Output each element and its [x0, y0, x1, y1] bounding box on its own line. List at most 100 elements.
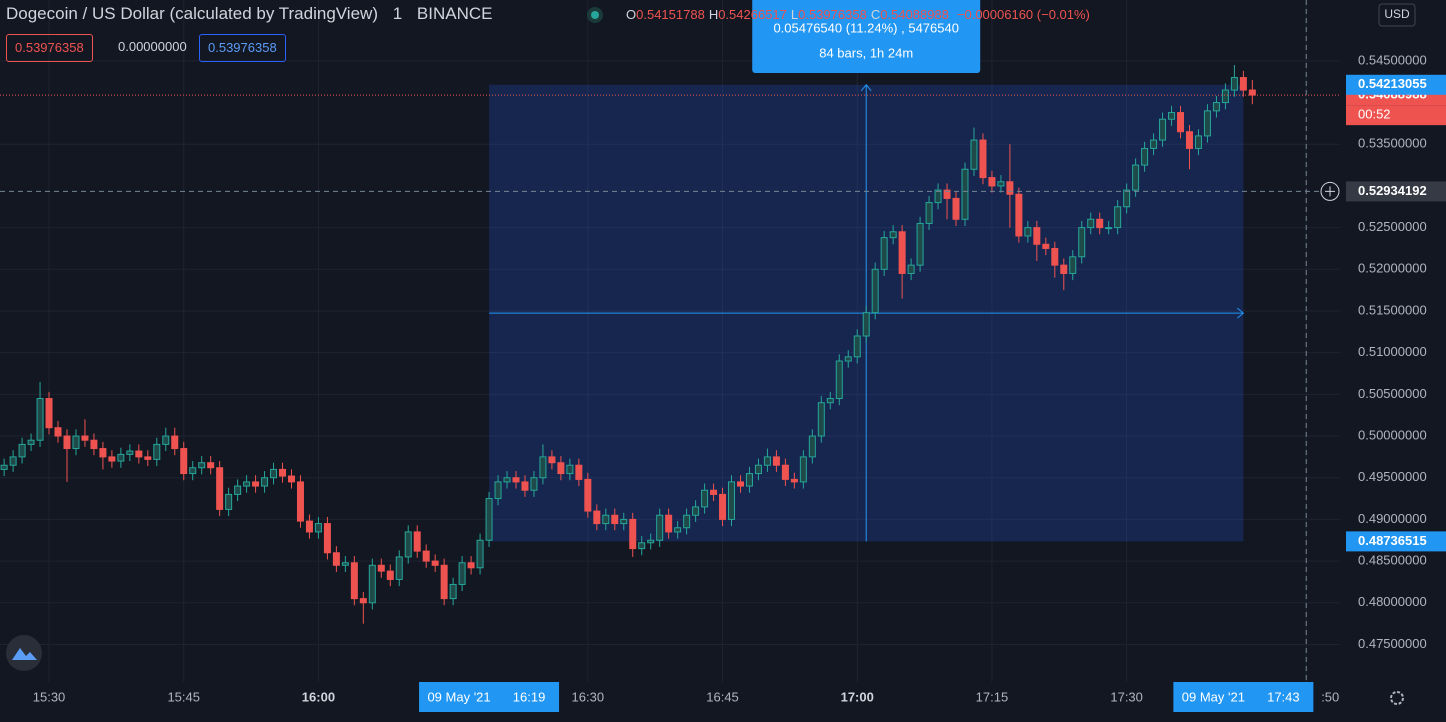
- candle-body: [225, 493, 233, 510]
- candle-body: [234, 485, 242, 495]
- candle-body: [198, 462, 206, 469]
- candle-body: [359, 598, 367, 604]
- time-badge: [1173, 682, 1314, 712]
- measure-top-price-bg: [1346, 74, 1446, 95]
- candle-body: [530, 477, 538, 491]
- crosshair-price-bg: [1346, 181, 1446, 202]
- candle-body: [9, 456, 17, 466]
- candle-body: [943, 189, 951, 199]
- measure-arrow-head: [860, 84, 872, 92]
- x-tick-label: 16:00: [302, 689, 335, 704]
- candle-body: [683, 514, 691, 529]
- y-tick-label: 0.50500000: [1358, 386, 1427, 401]
- y-tick-label: 0.54500000: [1358, 52, 1427, 67]
- buy-button[interactable]: 0.53976358: [199, 34, 286, 62]
- y-tick-label: 0.49000000: [1358, 511, 1427, 526]
- candle-body: [404, 531, 412, 558]
- ohlc-key: O: [626, 7, 637, 22]
- candle-body: [1006, 181, 1014, 195]
- ohlc-legend: O0.54151788 H0.54266517 L0.53976358 C0.5408…: [626, 7, 1090, 22]
- candle-body: [907, 264, 915, 274]
- candle-body: [135, 450, 143, 458]
- measure-bottom-price: 0.48736515: [1358, 533, 1427, 548]
- sell-button[interactable]: 0.53976358: [6, 34, 93, 62]
- candle-body: [476, 539, 484, 569]
- candle-body: [503, 477, 511, 483]
- candle-body: [979, 139, 987, 179]
- candle-body: [548, 456, 556, 464]
- candle-body: [0, 464, 8, 470]
- candle-body: [925, 202, 933, 224]
- interval[interactable]: 1: [392, 4, 403, 23]
- candle-body: [853, 335, 861, 358]
- countdown: 00:52: [1358, 107, 1391, 122]
- candle-body: [1132, 164, 1140, 191]
- candle-body: [18, 443, 26, 458]
- candle-body: [512, 477, 520, 483]
- candle-body: [1239, 77, 1247, 91]
- candle-body: [916, 222, 924, 266]
- y-tick-label: 0.51000000: [1358, 344, 1427, 359]
- x-tick-label: 15:30: [33, 689, 66, 704]
- ohlc-key: L: [790, 7, 799, 22]
- candle-body: [1141, 147, 1149, 166]
- candle-body: [1194, 135, 1202, 149]
- candle-body: [27, 439, 35, 445]
- logo: [12, 648, 37, 660]
- candle-body: [467, 562, 475, 569]
- candle-body: [1114, 206, 1122, 229]
- candle-body: [314, 523, 322, 533]
- candle-body: [108, 456, 116, 462]
- candle-body: [395, 556, 403, 580]
- candle-body: [781, 464, 789, 480]
- candle-body: [1051, 247, 1059, 266]
- measure-bottom-price-bg: [1346, 531, 1446, 552]
- candle-body: [1150, 139, 1158, 149]
- y-tick-label: 0.50000000: [1358, 427, 1427, 442]
- measure-arrow-head: [1237, 307, 1245, 319]
- candle-body: [808, 435, 816, 458]
- time-badge-date: 09 May '21: [1182, 689, 1245, 704]
- candle-body: [763, 456, 771, 466]
- ohlc-value: 0.53976358: [798, 7, 867, 22]
- measure-top-price: 0.54213055: [1358, 76, 1427, 91]
- candle-body: [1069, 256, 1077, 274]
- market-status: [587, 7, 603, 23]
- candle-body: [521, 481, 529, 491]
- candle-body: [440, 564, 448, 600]
- candle-body: [701, 489, 709, 508]
- y-tick-label: 0.53500000: [1358, 136, 1427, 151]
- ohlc-value: 0.54266517: [718, 7, 787, 22]
- candle-body: [961, 168, 969, 220]
- candle-body: [207, 462, 215, 469]
- candle-body: [575, 464, 583, 480]
- y-tick-label: 0.49500000: [1358, 469, 1427, 484]
- candle-body: [377, 564, 385, 572]
- candle-body: [656, 514, 664, 541]
- candle-body: [719, 493, 727, 520]
- candle-body: [692, 506, 700, 516]
- candle-body: [180, 448, 188, 475]
- candle-body: [341, 562, 349, 566]
- candle-body: [81, 435, 89, 441]
- y-tick-label: 0.51500000: [1358, 302, 1427, 317]
- candle-body: [1203, 110, 1211, 137]
- y-tick-label: 0.48000000: [1358, 594, 1427, 609]
- currency: USD: [1384, 7, 1410, 21]
- x-tick-label: 16:30: [572, 689, 605, 704]
- settings-icon[interactable]: [1390, 691, 1404, 705]
- candle-body: [332, 552, 340, 566]
- candle-body: [485, 498, 493, 541]
- candle-body: [584, 478, 592, 512]
- symbol-header[interactable]: Dogecoin / US Dollar (calculated by Trad…: [6, 4, 503, 24]
- x-tick-label: :50: [1321, 689, 1339, 704]
- candle-body: [1024, 227, 1032, 237]
- candle-body: [216, 467, 224, 510]
- candle-body: [494, 481, 502, 500]
- candle-body: [449, 583, 457, 600]
- candle-body: [817, 402, 825, 437]
- x-tick-label: 17:30: [1110, 689, 1143, 704]
- candle-body: [620, 518, 628, 525]
- y-tick-label: 0.48500000: [1358, 553, 1427, 568]
- symbol-title[interactable]: Dogecoin / US Dollar (calculated by Trad…: [6, 4, 378, 23]
